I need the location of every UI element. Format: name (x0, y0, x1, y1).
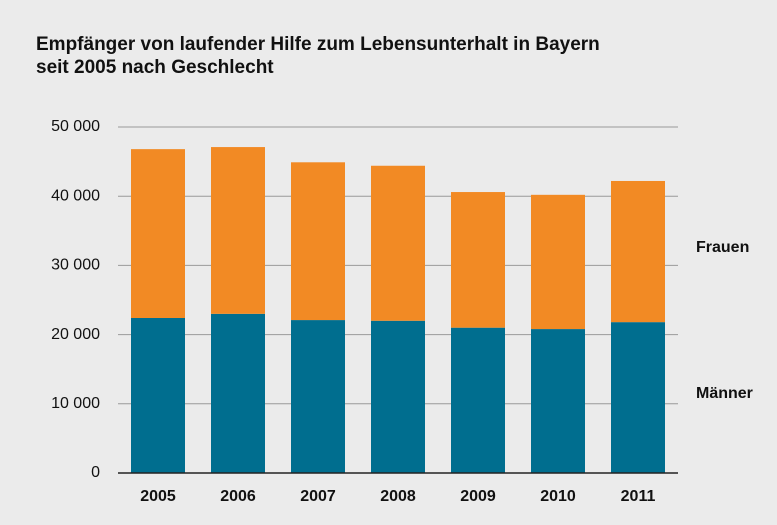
bar-segment (211, 313, 265, 473)
bar-segment (211, 147, 265, 314)
bar-segment (531, 329, 585, 473)
legend-label: Frauen (696, 239, 749, 256)
bar-segment (291, 162, 345, 321)
x-tick-label: 2009 (460, 488, 496, 505)
x-tick-label: 2006 (220, 488, 256, 505)
y-tick-label: 50 000 (51, 118, 100, 135)
y-tick-label: 40 000 (51, 187, 100, 204)
chart-title: seit 2005 nach Geschlecht (36, 57, 274, 78)
y-tick-label: 20 000 (51, 326, 100, 343)
x-tick-label: 2007 (300, 488, 336, 505)
chart-title: Empfänger von laufender Hilfe zum Lebens… (36, 34, 600, 55)
y-tick-label: 10 000 (51, 395, 100, 412)
y-tick-label: 30 000 (51, 257, 100, 274)
y-tick-label: 0 (91, 464, 100, 481)
x-tick-label: 2005 (140, 488, 176, 505)
bar-segment (611, 180, 665, 323)
bar-segment (371, 165, 425, 321)
x-tick-label: 2011 (621, 488, 656, 505)
bar-segment (371, 320, 425, 473)
bar-segment (531, 194, 585, 330)
bar-segment (451, 192, 505, 328)
bar-segment (451, 327, 505, 473)
bar-segment (611, 322, 665, 473)
bar-segment (131, 317, 185, 473)
x-tick-label: 2010 (540, 488, 576, 505)
x-tick-label: 2008 (380, 488, 416, 505)
legend-label: Männer (696, 385, 753, 402)
bar-segment (291, 320, 345, 473)
bar-segment (131, 149, 185, 318)
